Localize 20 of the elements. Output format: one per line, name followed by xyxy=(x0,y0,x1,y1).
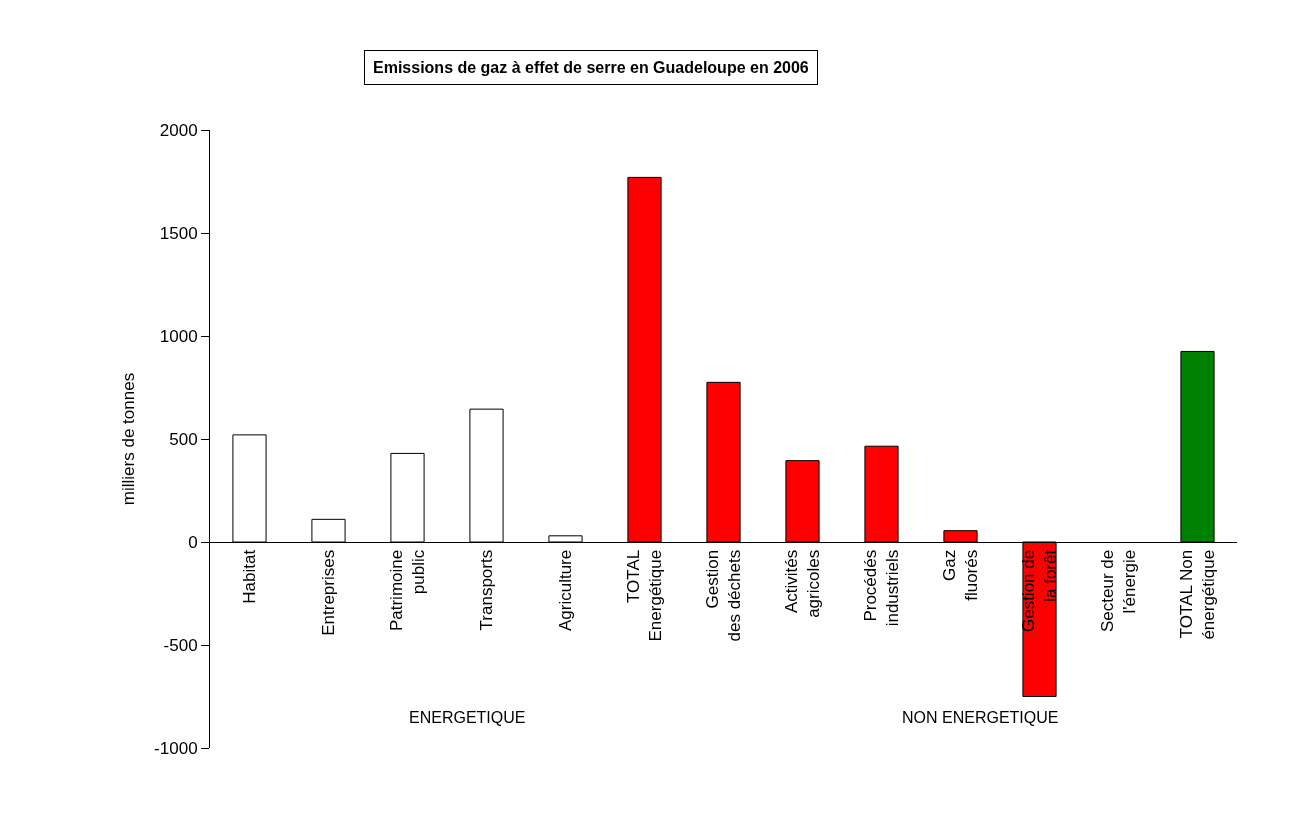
y-tick-label: -1000 xyxy=(154,738,198,758)
y-tick-label: 2000 xyxy=(159,120,198,140)
y-tick-label: 500 xyxy=(169,429,198,449)
x-tick-label: Patrimoine public xyxy=(386,549,429,632)
x-tick-label: Habitat xyxy=(240,549,260,604)
x-tick-label: TOTAL Energétique xyxy=(623,549,666,642)
annotation: NON ENERGETIQUE xyxy=(902,709,1059,726)
annotation: ENERGETIQUE xyxy=(409,709,526,726)
y-axis-title: milliers de tonnes xyxy=(118,372,138,506)
x-tick-label: Gestion de la forêt xyxy=(1018,549,1061,633)
y-tick-label: -500 xyxy=(163,635,198,655)
x-tick-label: Entreprises xyxy=(319,549,339,636)
x-tick-label: Transports xyxy=(477,549,497,631)
x-tick-label: Gaz fluorés xyxy=(939,549,982,601)
y-tick-label: 1000 xyxy=(159,326,198,346)
x-tick-label: Gestion des déchets xyxy=(702,549,745,642)
y-tick-label: 1500 xyxy=(159,223,198,243)
chart-title: Emissions de gaz à effet de serre en Guadeloupe en 2006 xyxy=(373,59,809,76)
y-tick-label: 0 xyxy=(188,532,198,552)
x-tick-label: Agriculture xyxy=(556,549,576,632)
